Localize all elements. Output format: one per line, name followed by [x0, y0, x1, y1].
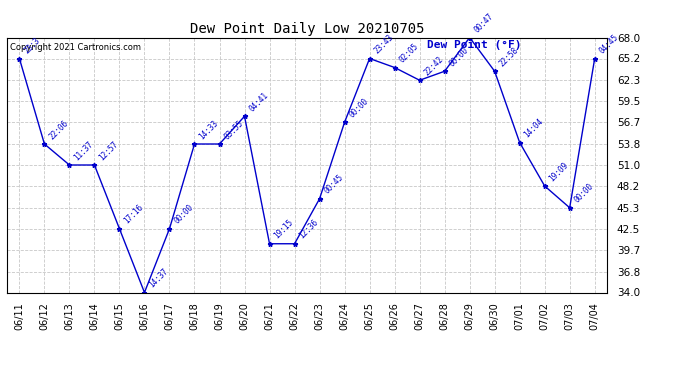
- Text: 00:47: 00:47: [473, 12, 495, 34]
- Text: 22:06: 22:06: [48, 118, 70, 141]
- Text: 00:00: 00:00: [172, 203, 195, 226]
- Text: 23:43: 23:43: [373, 33, 395, 56]
- Text: 12:36: 12:36: [297, 218, 320, 241]
- Text: 03:55: 03:55: [222, 118, 245, 141]
- Text: 00:00: 00:00: [448, 45, 471, 68]
- Text: 00:00: 00:00: [573, 182, 595, 205]
- Text: 02:05: 02:05: [397, 42, 420, 64]
- Text: 11:37: 11:37: [72, 139, 95, 162]
- Text: Dew Point (°F): Dew Point (°F): [427, 40, 522, 50]
- Text: 14:33: 14:33: [197, 118, 220, 141]
- Text: 19:09: 19:09: [548, 160, 571, 183]
- Text: Copyright 2021 Cartronics.com: Copyright 2021 Cartronics.com: [10, 43, 141, 52]
- Text: 23:3: 23:3: [22, 36, 42, 56]
- Text: 14:37: 14:37: [148, 267, 170, 290]
- Text: 04:41: 04:41: [248, 90, 270, 113]
- Text: 17:16: 17:16: [122, 203, 145, 226]
- Title: Dew Point Daily Low 20210705: Dew Point Daily Low 20210705: [190, 22, 424, 36]
- Text: 00:45: 00:45: [322, 173, 345, 196]
- Text: 04:45: 04:45: [598, 33, 620, 56]
- Text: 22:42: 22:42: [422, 54, 445, 77]
- Text: 19:15: 19:15: [273, 218, 295, 241]
- Text: 00:00: 00:00: [348, 96, 371, 119]
- Text: 12:57: 12:57: [97, 139, 120, 162]
- Text: 14:04: 14:04: [522, 117, 545, 140]
- Text: 22:58: 22:58: [497, 45, 520, 68]
